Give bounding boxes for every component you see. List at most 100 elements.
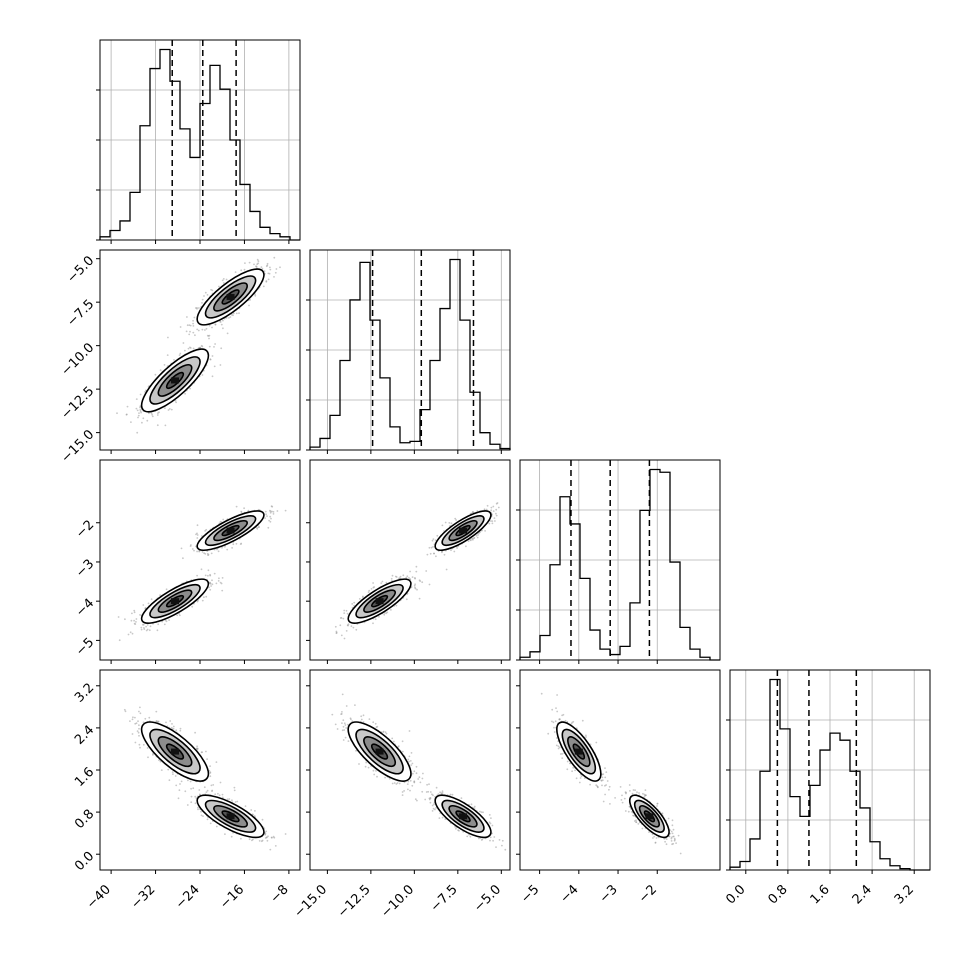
sample-point [220,347,223,350]
sample-point [196,537,199,539]
sample-point [367,591,370,593]
sample-point [131,733,134,735]
sample-point [448,522,451,524]
sample-point [492,510,495,512]
sample-point [124,618,126,621]
sample-point [154,373,157,376]
sample-point [266,515,268,517]
sample-point [456,547,458,549]
sample-point [160,769,163,771]
density-contour [355,583,404,619]
sample-point [210,784,213,787]
sample-point [212,784,215,786]
scatter-2-0-frame [99,459,301,661]
sample-point [186,316,188,318]
sample-point [178,354,181,356]
sample-point [370,588,373,590]
sample-point [411,576,414,578]
sample-point [168,619,171,621]
sample-point [211,583,214,586]
sample-point [210,585,213,587]
sample-point [167,336,169,339]
sample-point [206,789,209,792]
sample-point [248,261,251,264]
sample-point [256,258,259,261]
sample-point [485,508,488,511]
sample-point [276,510,279,512]
sample-point [138,727,140,730]
sample-point [209,775,212,778]
sample-point [166,354,169,356]
sample-point [488,522,491,525]
sample-point [395,576,398,578]
sample-point [175,729,178,732]
sample-point [186,324,189,327]
sample-point [402,574,405,577]
sample-point [210,552,213,555]
sample-point [267,272,270,275]
sample-point [444,521,447,524]
sample-point [284,509,287,512]
sample-point [418,579,421,582]
sample-point [135,618,138,620]
sample-point [209,588,212,591]
sample-point [148,716,151,719]
sample-point [415,570,418,573]
sample-point [273,276,275,278]
sample-point [243,268,246,271]
sample-point [137,416,139,419]
histogram-step [729,678,930,871]
sample-point [243,507,246,510]
sample-point [135,407,138,410]
sample-point [240,511,243,514]
density-contour [363,589,397,613]
sample-point [219,581,222,584]
sample-point [267,278,270,281]
sample-point [425,570,428,572]
sample-point [208,337,210,340]
sample-point [158,759,160,762]
sample-point [416,588,418,591]
sample-point [469,538,472,541]
sample-point [135,621,137,623]
sample-point [173,359,175,361]
sample-point [136,409,139,412]
sample-point [272,511,275,513]
x-tick-label: 1.6 [808,882,833,907]
sample-point [431,539,434,542]
y-tick-label: −3 [73,557,97,581]
sample-point [346,612,349,615]
sample-point [196,328,199,331]
sample-point [398,577,401,579]
sample-point [151,415,154,418]
sample-point [213,346,215,348]
sample-point [206,334,209,337]
y-tick-label: −10.0 [59,340,98,379]
sample-point [217,550,220,553]
sample-point [273,256,276,259]
sample-point [175,401,178,404]
sample-point [164,424,167,427]
sample-point [189,347,192,349]
sample-point [350,625,353,628]
sample-point [141,421,143,424]
sample-point [395,604,398,607]
sample-point [257,262,260,265]
sample-point [163,623,166,626]
sample-point [211,326,213,329]
sample-point [180,780,183,783]
y-tick-label: −4 [73,596,97,620]
x-tick-label: 2.4 [850,882,875,907]
sample-point [257,260,260,263]
sample-point [222,327,224,330]
sample-point [189,387,192,390]
scatter-panel-1-0: −15.0−12.5−10.0−7.5−5.0 [59,249,301,466]
sample-point [372,622,374,625]
sample-point [192,347,195,350]
sample-point [165,721,167,724]
sample-point [198,550,201,553]
sample-point [165,620,168,623]
sample-point [200,344,203,347]
sample-point [208,324,211,327]
sample-point [179,352,182,355]
